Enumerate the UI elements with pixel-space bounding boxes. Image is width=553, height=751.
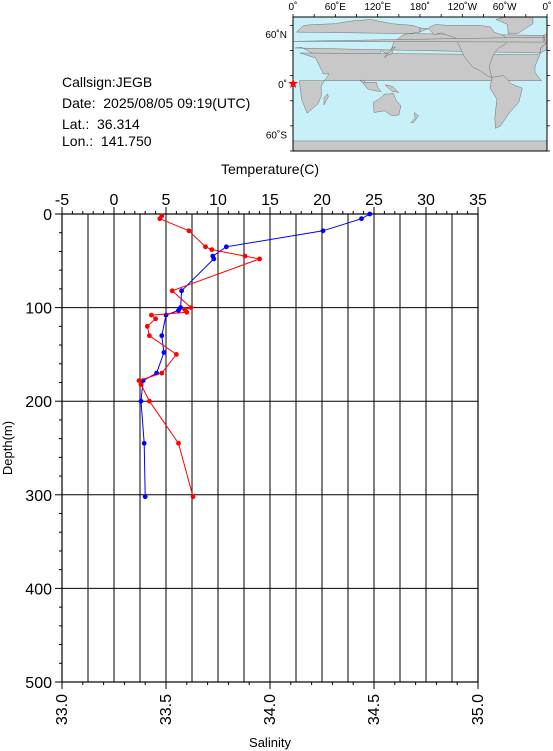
uk-landmass [293, 35, 547, 43]
antarctica-landmass [293, 140, 547, 151]
temperature-data-point [367, 211, 373, 217]
salinity-tick-label: 33.0 [54, 694, 71, 725]
salinity-data-point [188, 305, 194, 310]
temperature-data-point [211, 256, 217, 262]
salinity-data-point [169, 288, 175, 294]
indonesia-landmass [359, 79, 382, 92]
temperature-tick-label: 30 [417, 192, 435, 209]
map-lon-label: 60˚E [325, 1, 346, 13]
temperature-data-point [142, 494, 148, 500]
salinity-data-point [257, 256, 262, 262]
map-lon-label: 0˚ [543, 1, 552, 13]
temperature-tick-label: 10 [209, 192, 227, 209]
greenland-landmass [495, 17, 534, 34]
chukotka-landmass [419, 27, 429, 33]
temperature-tick-label: -5 [55, 192, 69, 209]
salinity-tick-label: 34.0 [262, 694, 279, 725]
depth-tick-label: 300 [25, 488, 52, 505]
temperature-tick-label: 15 [261, 192, 279, 209]
salinity-data-point [176, 440, 181, 446]
depth-tick-label: 400 [25, 581, 52, 598]
salinity-data-point [159, 370, 165, 376]
salinity-data-point [190, 494, 196, 500]
depth-tick-label: 200 [25, 394, 52, 411]
temperature-data-point [176, 308, 181, 313]
map-lon-label: 60˚W [493, 1, 517, 13]
temperature-tick-label: 35 [469, 192, 487, 209]
japan-landmass [384, 47, 396, 59]
salinity-data-point [242, 253, 248, 259]
map-lat-label: 0˚ [278, 79, 287, 91]
temperature-data-point [161, 350, 167, 355]
salinity-data-point [157, 216, 163, 222]
temperature-axis-title: Temperature(C) [221, 161, 319, 177]
map-lon-label: 180˚ [410, 1, 430, 13]
eurasia-landmass-wrap [539, 33, 547, 55]
north-america-landmass [428, 24, 508, 78]
temperature-tick-label: 20 [313, 192, 331, 209]
salinity-data-point [147, 333, 152, 339]
map-lat-label: 60˚N [265, 29, 287, 41]
south-america-landmass [489, 75, 523, 129]
salinity-data-point [203, 244, 208, 250]
temperature-data-point [138, 398, 144, 404]
temperature-tick-label: 0 [110, 192, 119, 209]
temperature-data-point [320, 228, 326, 234]
station-marker-icon [288, 78, 299, 88]
australia-landmass [373, 92, 402, 117]
salinity-tick-label: 33.5 [158, 694, 175, 725]
depth-tick-label: 0 [43, 207, 52, 224]
new-guinea-landmass [384, 84, 400, 93]
world-map [293, 17, 547, 151]
salinity-data-point [153, 316, 159, 322]
madagascar-landmass [323, 93, 329, 105]
temperature-data-point [141, 440, 147, 446]
temperature-data-point [359, 216, 364, 222]
temperature-data-point [159, 333, 165, 339]
map-lon-label: 0˚ [289, 1, 298, 13]
latitude-text: Lat.: 36.314 [62, 116, 140, 132]
depth-tick-label: 500 [25, 675, 52, 692]
salinity-tick-label: 34.5 [366, 694, 383, 725]
map-lon-label: 120˚E [364, 1, 391, 13]
salinity-data-point [147, 398, 152, 404]
temperature-data-point [179, 288, 185, 294]
salinity-data-point [174, 352, 179, 357]
salinity-data-point [184, 309, 190, 315]
temperature-tick-label: 25 [365, 192, 383, 209]
salinity-tick-label: 35.0 [470, 694, 487, 725]
salinity-data-point [136, 378, 142, 383]
longitude-text: Lon.: 141.750 [62, 133, 152, 149]
map-lat-label: 60˚S [266, 129, 287, 141]
temperature-tick-label: 5 [162, 192, 171, 209]
salinity-data-point [138, 382, 144, 387]
salinity-data-point [209, 247, 215, 253]
new-zealand-landmass [410, 112, 419, 123]
depth-axis-title: Depth(m) [0, 421, 15, 475]
callsign-text: Callsign:JEGB [62, 74, 153, 90]
depth-tick-label: 100 [25, 301, 52, 318]
salinity-data-point [186, 228, 192, 234]
date-text: Date: 2025/08/05 09:19(UTC) [62, 95, 251, 111]
salinity-data-point [149, 312, 154, 318]
temperature-data-point [223, 244, 229, 250]
map-lon-label: 120˚W [448, 1, 478, 13]
salinity-data-point [144, 323, 150, 329]
salinity-profile-line [138, 215, 262, 497]
salinity-axis-title: Salinity [249, 735, 291, 750]
